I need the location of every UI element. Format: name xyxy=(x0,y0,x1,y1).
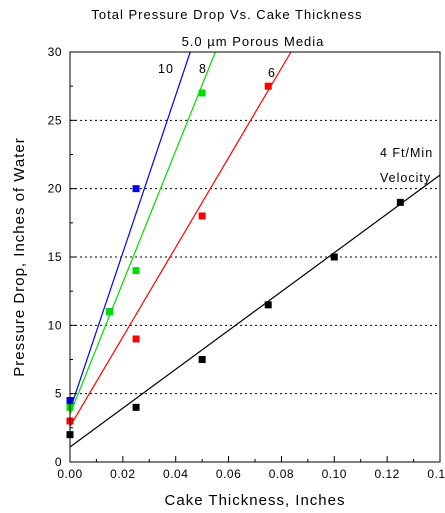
x-tick-label: 0.04 xyxy=(163,467,188,481)
fit-line xyxy=(69,51,191,411)
y-tick-label: 5 xyxy=(55,387,62,401)
y-tick-label: 20 xyxy=(48,182,62,196)
annotation-velocity-value: 4 Ft/Min xyxy=(380,146,433,160)
grid-lines xyxy=(70,119,440,395)
y-tick-label: 25 xyxy=(48,113,62,127)
fit-line xyxy=(69,174,441,448)
data-point xyxy=(132,267,140,275)
data-point xyxy=(198,89,206,97)
fit-line xyxy=(69,51,292,427)
x-tick-label: 0.12 xyxy=(374,467,399,481)
y-tick-label: 10 xyxy=(48,318,62,332)
data-point xyxy=(106,308,114,316)
annotation-8: 8 xyxy=(199,62,207,76)
fit-line xyxy=(69,51,216,415)
x-tick-label: 0.08 xyxy=(269,467,294,481)
x-axis-label: Cake Thickness, Inches xyxy=(165,492,346,509)
annotation-velocity-label: Velocity xyxy=(380,171,431,185)
annotation-10: 10 xyxy=(158,62,174,76)
data-point xyxy=(396,198,404,206)
y-tick-label: 0 xyxy=(55,455,62,469)
data-points xyxy=(66,82,404,439)
data-point xyxy=(132,185,140,193)
data-point xyxy=(264,82,272,90)
fit-lines xyxy=(69,51,441,448)
x-tick-label: 0.10 xyxy=(322,467,347,481)
x-tick-label: 0.00 xyxy=(57,467,82,481)
data-point xyxy=(264,301,272,309)
y-tick-label: 15 xyxy=(48,250,62,264)
data-point xyxy=(132,335,140,343)
x-axis: 0.00 0.02 0.04 0.06 0.08 0.10 0.12 0.14 xyxy=(57,456,445,481)
x-tick-label: 0.02 xyxy=(110,467,135,481)
data-point xyxy=(198,356,206,363)
y-axis: 0 5 10 15 20 25 30 xyxy=(48,45,76,469)
y-axis-label: Pressure Drop, Inches of Water xyxy=(11,137,28,377)
data-point xyxy=(132,403,140,411)
chart-subtitle: 5.0 µm Porous Media xyxy=(182,34,325,49)
x-tick-label: 0.06 xyxy=(216,467,241,481)
data-point xyxy=(330,253,338,261)
y-tick-label: 30 xyxy=(48,45,62,59)
data-point xyxy=(198,212,206,220)
x-tick-label: 0.14 xyxy=(427,467,445,481)
chart-title: Total Pressure Drop Vs. Cake Thickness xyxy=(91,7,362,22)
annotation-6: 6 xyxy=(268,66,276,80)
